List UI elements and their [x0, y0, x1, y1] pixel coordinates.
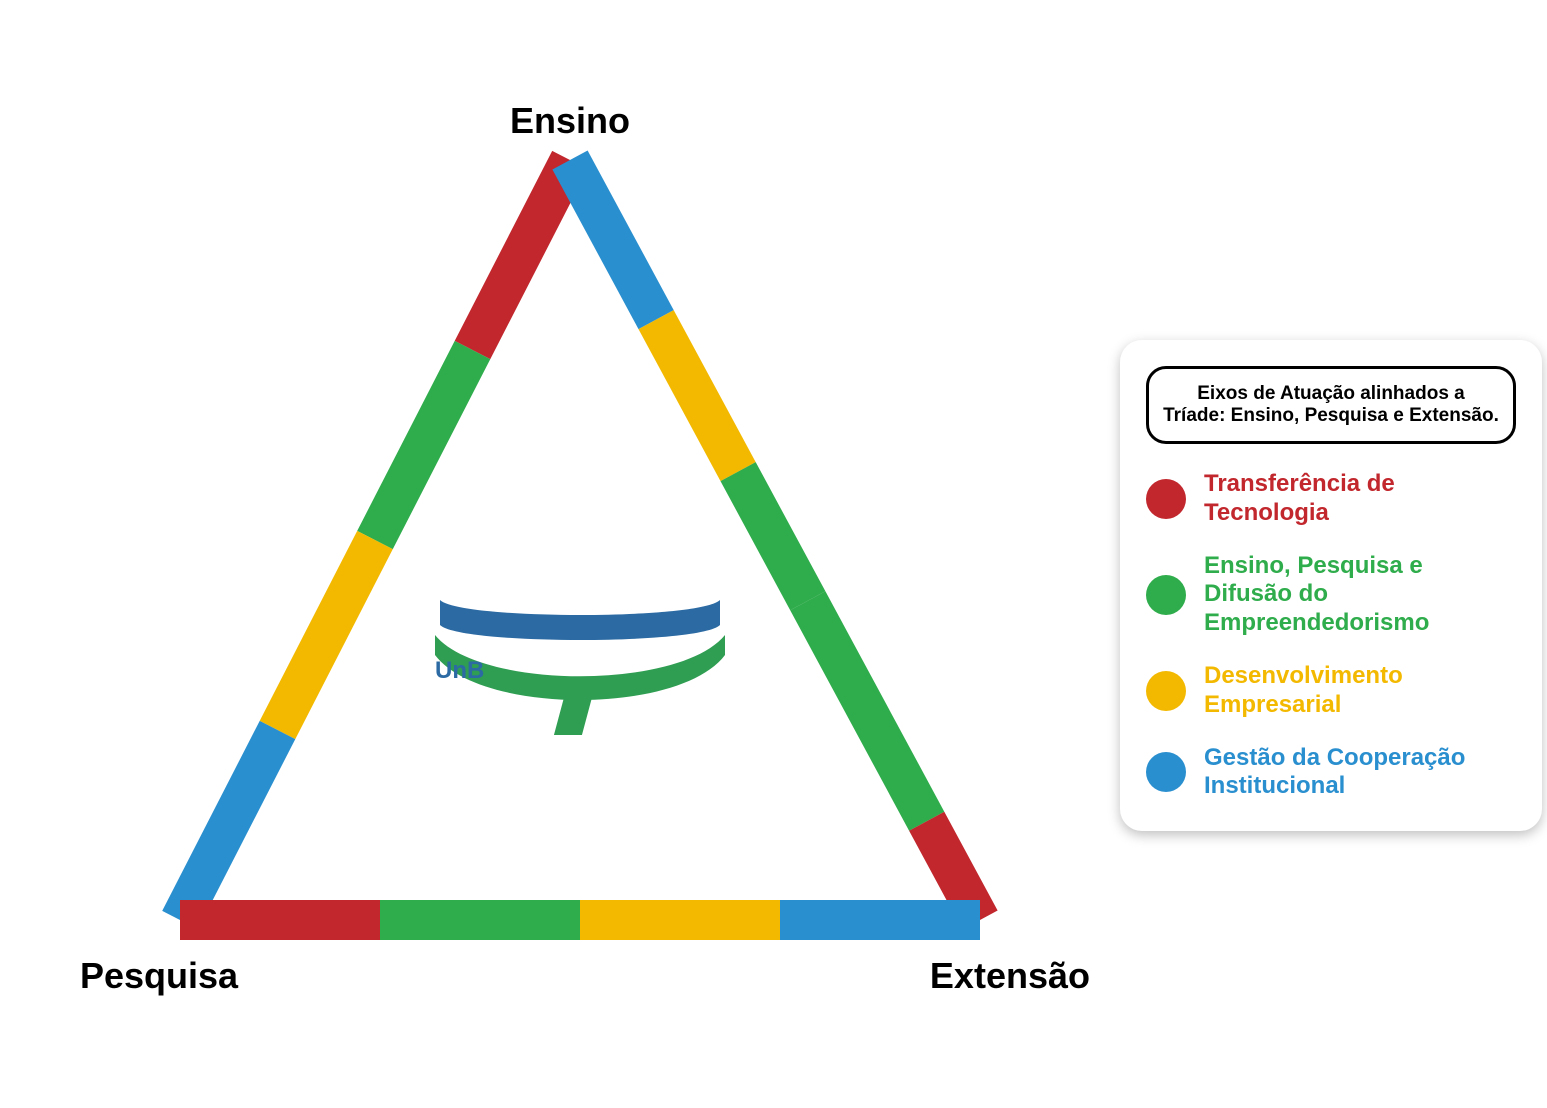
- legend-panel: Eixos de Atuação alinhados a Tríade: Ens…: [1120, 340, 1542, 831]
- legend-title-line1: Eixos de Atuação alinhados a: [1197, 383, 1464, 404]
- legend-item-label: Desenvolvimento Empresarial: [1204, 662, 1516, 720]
- legend-title-line2: Tríade: Ensino, Pesquisa e Extensão.: [1163, 405, 1499, 426]
- legend-dot-icon: [1146, 752, 1186, 792]
- unb-label: UnB: [435, 657, 484, 684]
- legend-item-label: Gestão da Cooperação Institucional: [1204, 744, 1516, 802]
- legend-dot-icon: [1146, 671, 1186, 711]
- legend-item: Gestão da Cooperação Institucional: [1146, 744, 1516, 802]
- vertex-label-top: Ensino: [470, 100, 670, 142]
- cdt-unb-logo: UnB: [435, 600, 725, 735]
- legend-dot-icon: [1146, 575, 1186, 615]
- legend-item-label: Ensino, Pesquisa e Difusão do Empreended…: [1204, 552, 1516, 638]
- vertex-label-left: Pesquisa: [80, 955, 280, 997]
- legend-dot-icon: [1146, 479, 1186, 519]
- legend-item: Desenvolvimento Empresarial: [1146, 662, 1516, 720]
- legend-title: Eixos de Atuação alinhados a Tríade: Ens…: [1146, 366, 1516, 444]
- vertex-label-right: Extensão: [870, 955, 1090, 997]
- legend-item: Ensino, Pesquisa e Difusão do Empreended…: [1146, 552, 1516, 638]
- legend-item: Transferência de Tecnologia: [1146, 470, 1516, 528]
- legend-item-label: Transferência de Tecnologia: [1204, 470, 1516, 528]
